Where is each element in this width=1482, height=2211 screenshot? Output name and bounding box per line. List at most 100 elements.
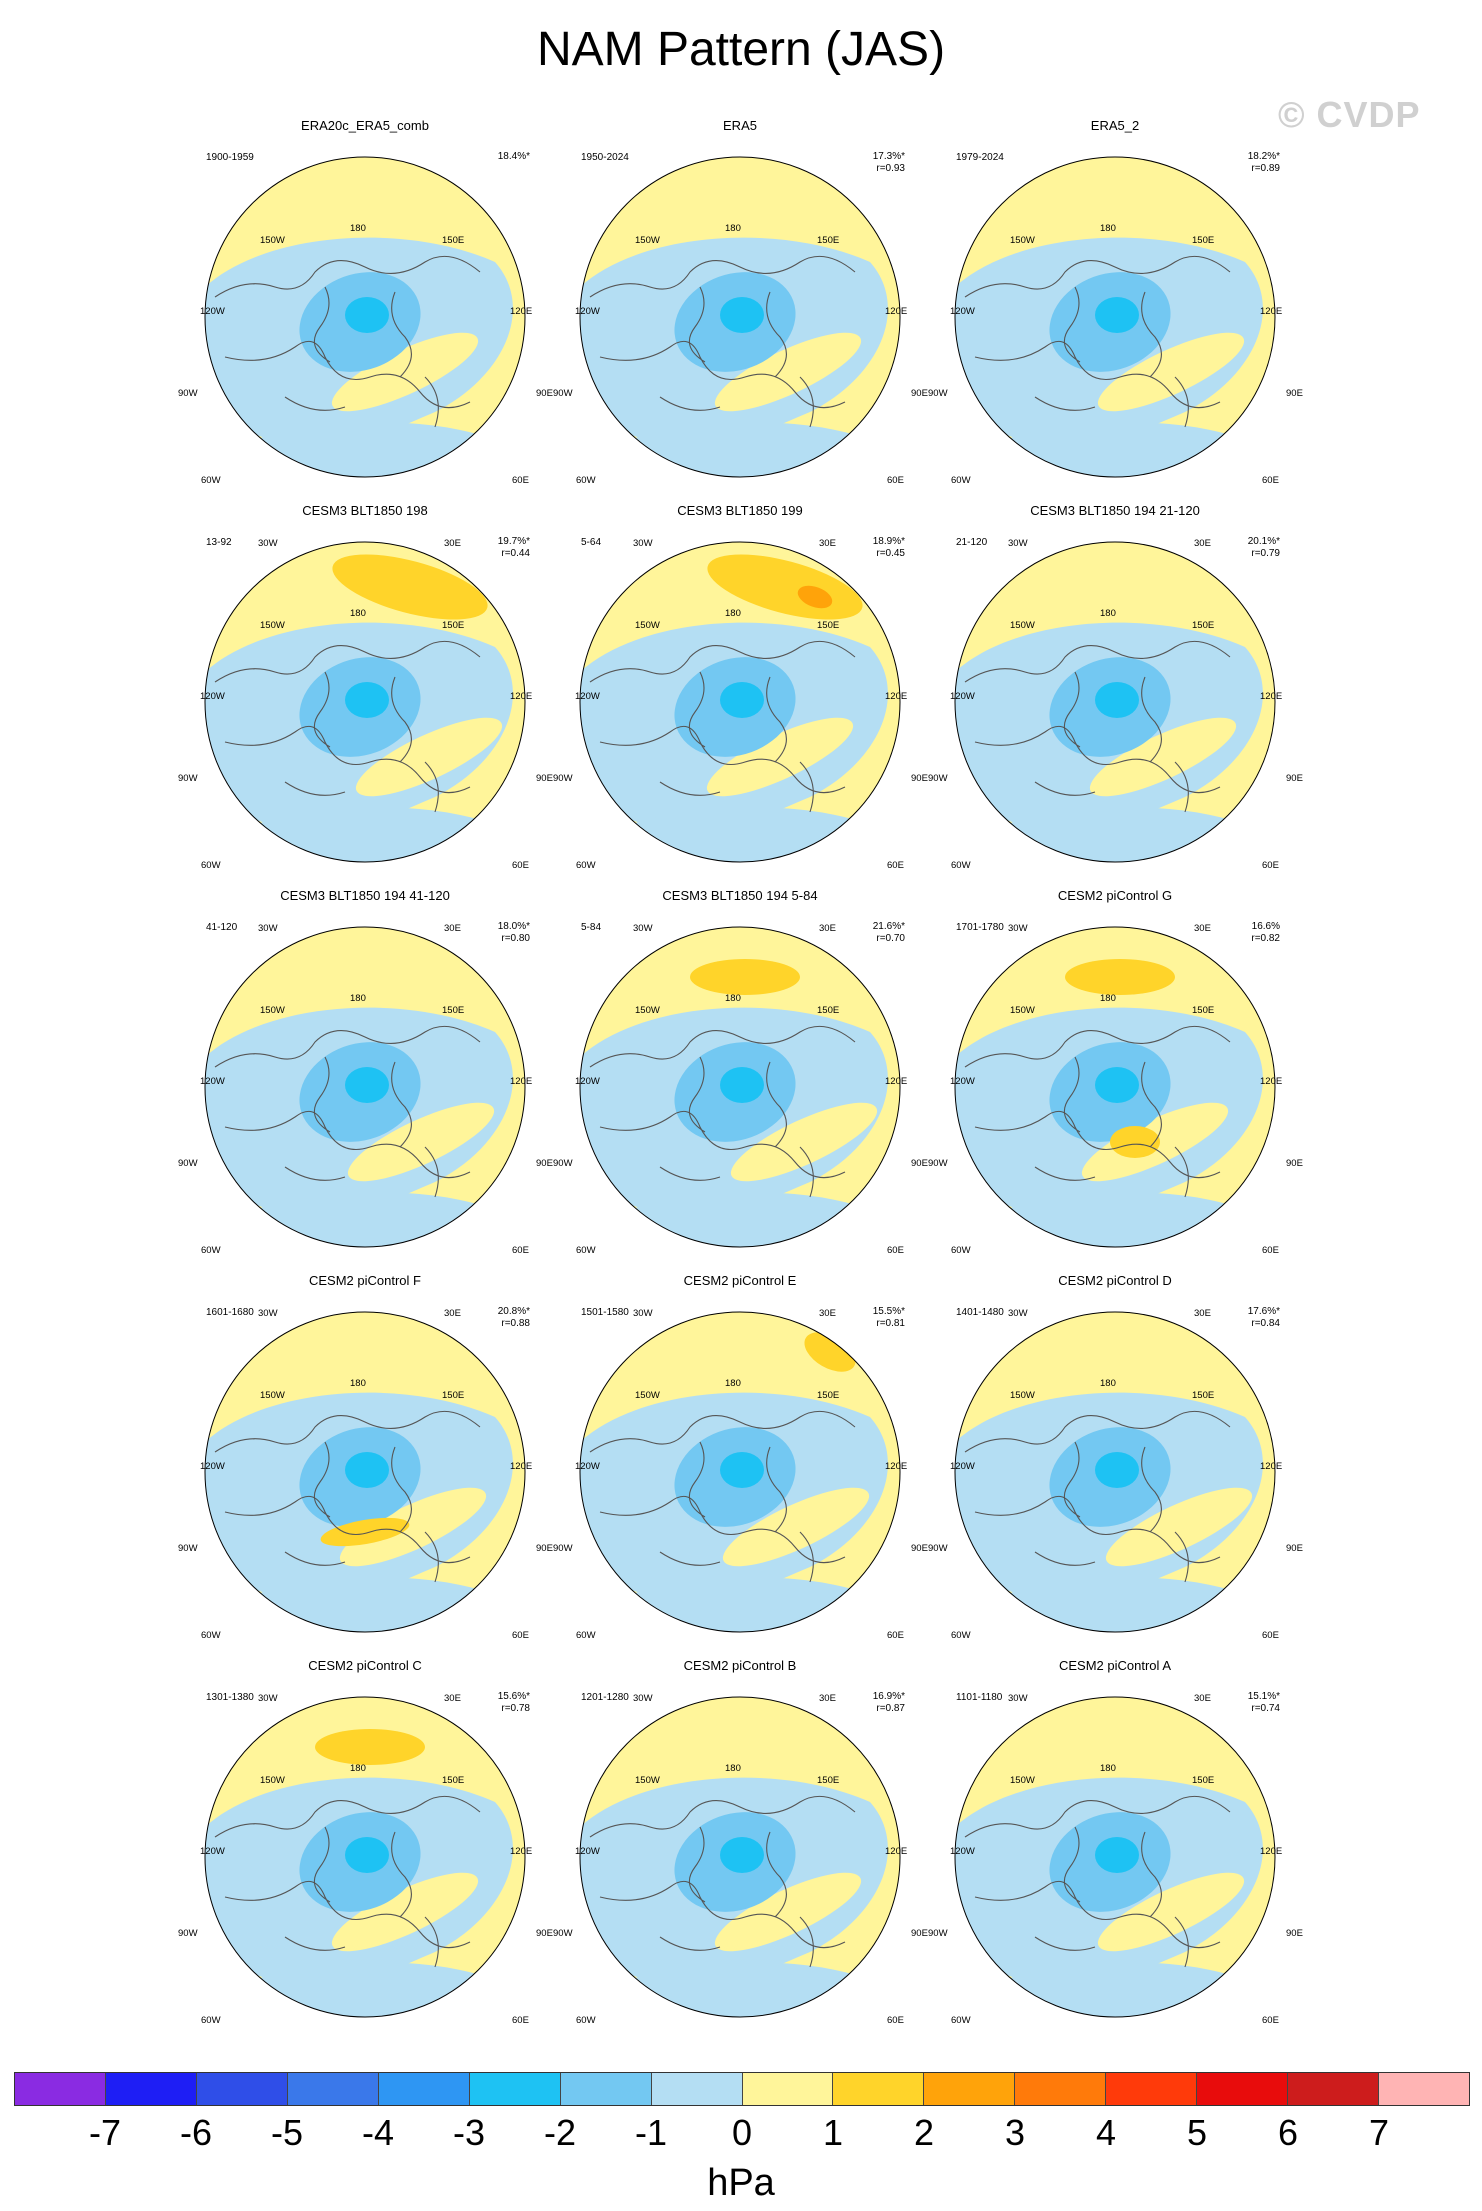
colorbar-swatch (924, 2073, 1016, 2105)
longitude-label: 60W (576, 475, 596, 486)
negative-anomaly-center (345, 297, 389, 333)
longitude-label: 120W (575, 1846, 600, 1857)
longitude-label: 150W (260, 620, 285, 631)
longitude-label: 90W (178, 1928, 198, 1939)
panel-period: 1201-1280 (581, 1692, 629, 1703)
negative-anomaly-center (720, 1837, 764, 1873)
negative-anomaly-center (345, 1067, 389, 1103)
longitude-label: 150E (442, 1775, 465, 1786)
longitude-label: 180 (725, 993, 741, 1004)
panel-stats: 15.1%* r=0.74 (1247, 1691, 1280, 1714)
negative-anomaly-region (600, 1577, 900, 1632)
longitude-label: 150W (260, 1390, 285, 1401)
longitude-label: 30E (444, 538, 461, 549)
map-boundary (579, 926, 901, 1248)
panel-period: 1301-1380 (206, 1692, 254, 1703)
longitude-label: 60E (1262, 475, 1279, 486)
colorbar-swatch (378, 2073, 470, 2105)
longitude-label: 60W (201, 475, 221, 486)
panel-title: ERA20c_ERA5_comb (301, 118, 429, 133)
colorbar-swatch (1197, 2073, 1289, 2105)
map-panel: ERA5 1950-2024 17.3%* r=0.93 180 150E 120E 90E… (553, 118, 928, 567)
longitude-label: 60W (951, 2015, 971, 2026)
map-panel: CESM2 piControl E 1501-1580 15.5%* r=0.81 1… (553, 1273, 928, 1722)
positive-anomaly-region (1089, 717, 1237, 797)
longitude-label: 120W (575, 1461, 600, 1472)
longitude-label: 30W (1008, 923, 1028, 934)
longitude-label: 60W (951, 860, 971, 871)
map-panel: CESM2 piControl C 1301-1380 15.6%* r=0.78 1… (178, 1658, 553, 2107)
longitude-label: 120E (1260, 691, 1283, 702)
panel-period: 5-64 (581, 537, 602, 548)
longitude-label: 150W (260, 1005, 285, 1016)
positive-anomaly-core (320, 1517, 410, 1547)
longitude-label: 180 (1100, 993, 1116, 1004)
negative-anomaly-region (225, 422, 525, 477)
colorbar-swatch (742, 2073, 834, 2105)
negative-anomaly-region (225, 1192, 525, 1247)
longitude-label: 120W (200, 1846, 225, 1857)
longitude-label: 30E (1194, 1308, 1211, 1319)
longitude-label: 30E (819, 538, 836, 549)
longitude-label: 150W (1010, 1005, 1035, 1016)
longitude-label: 30W (633, 923, 653, 934)
map-boundary (954, 541, 1276, 863)
map-boundary (204, 1311, 526, 1633)
longitude-label: 90W (553, 1543, 573, 1554)
panel-stats: 20.1%* r=0.79 (1247, 536, 1280, 559)
positive-anomaly-region (722, 1487, 870, 1567)
map-panel: ERA20c_ERA5_comb 1900-1959 18.4%* 180 150E 12… (178, 118, 553, 567)
longitude-label: 120E (1260, 1461, 1283, 1472)
longitude-label: 90W (178, 1158, 198, 1169)
longitude-label: 30W (258, 1308, 278, 1319)
longitude-label: 30E (819, 1308, 836, 1319)
coastline (589, 1795, 856, 1968)
longitude-label: 180 (350, 608, 366, 619)
positive-anomaly-core (690, 959, 800, 995)
longitude-label: 60E (1262, 1245, 1279, 1256)
coastline (964, 640, 1231, 813)
longitude-label: 90W (553, 388, 573, 399)
colorbar-swatch (1015, 2073, 1107, 2105)
longitude-label: 60W (201, 860, 221, 871)
panel-stats: 19.7%* r=0.44 (497, 536, 530, 559)
longitude-label: 30E (1194, 923, 1211, 934)
negative-anomaly-center (1095, 1837, 1139, 1873)
coastline (214, 1795, 481, 1968)
longitude-label: 30E (1194, 1693, 1211, 1704)
longitude-label: 60E (1262, 1630, 1279, 1641)
longitude-label: 30W (258, 1693, 278, 1704)
longitude-label: 120E (510, 306, 533, 317)
map-panel: CESM3 BLT1850 194 41-120 41-120 18.0%* r=0… (178, 888, 553, 1337)
colorbar-swatch (469, 2073, 561, 2105)
longitude-label: 60W (576, 860, 596, 871)
longitude-label: 90E (911, 1928, 928, 1939)
longitude-label: 90W (178, 388, 198, 399)
longitude-label: 180 (1100, 223, 1116, 234)
positive-anomaly-region (714, 1872, 862, 1952)
longitude-label: 30E (819, 923, 836, 934)
longitude-label: 150W (635, 620, 660, 631)
longitude-label: 60E (887, 1630, 904, 1641)
colorbar-tick-label: -6 (179, 2112, 212, 2153)
negative-anomaly-region (600, 422, 900, 477)
coastline (589, 255, 856, 428)
longitude-label: 60E (512, 475, 529, 486)
longitude-label: 90E (911, 1543, 928, 1554)
longitude-label: 30W (633, 538, 653, 549)
panel-title: CESM2 piControl D (1058, 1273, 1172, 1288)
colorbar-tick-label: 3 (1004, 2112, 1026, 2153)
longitude-label: 60E (512, 2015, 529, 2026)
longitude-label: 120E (885, 1846, 908, 1857)
longitude-label: 150W (635, 1005, 660, 1016)
colorbar-swatch (560, 2073, 652, 2105)
map-boundary (579, 1311, 901, 1633)
colorbar-swatch (651, 2073, 743, 2105)
polar-map (954, 541, 1276, 863)
positive-anomaly-core (1065, 959, 1175, 995)
longitude-label: 60W (951, 1245, 971, 1256)
longitude-label: 90E (1286, 1928, 1303, 1939)
coastline (589, 1410, 856, 1583)
longitude-label: 90E (911, 773, 928, 784)
longitude-label: 90W (928, 1543, 948, 1554)
